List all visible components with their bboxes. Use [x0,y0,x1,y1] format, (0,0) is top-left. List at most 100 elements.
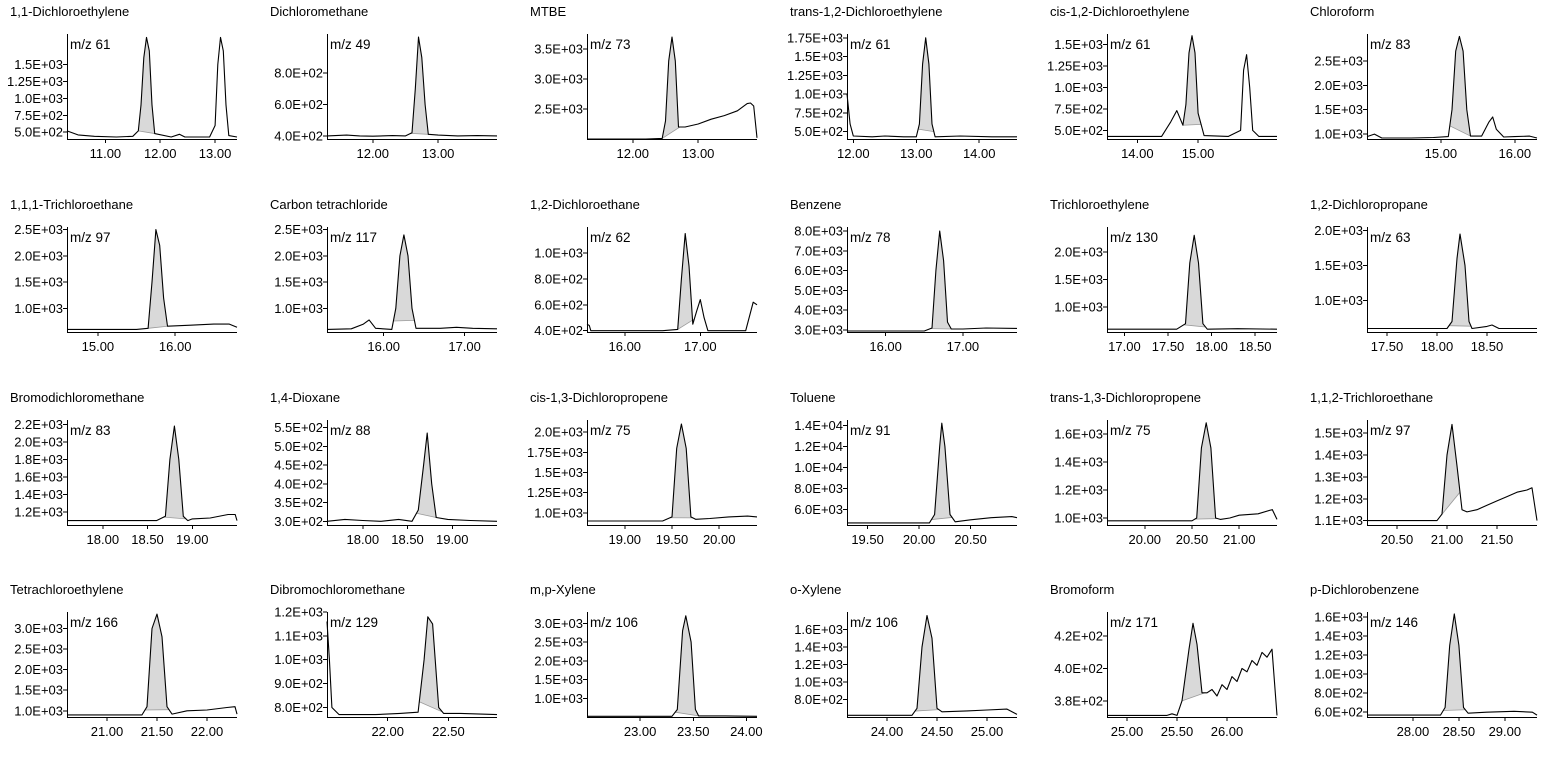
y-tick-label: 8.0E+02 [1314,686,1363,701]
y-tick-label: 1.0E+03 [1054,511,1103,526]
y-tick-label: 1.5E+03 [14,275,63,290]
x-tick-label: 17.50 [1371,339,1404,354]
y-tick-label: 6.0E+02 [1314,705,1363,720]
y-tick-label: 3.8E+02 [1054,693,1103,708]
y-tick-label: 6.0E+02 [534,297,583,312]
chart-title: 1,2-Dichloroethane [530,197,640,212]
y-tick-label: 5.5E+02 [274,420,323,435]
y-tick-label: 1.6E+03 [794,622,843,637]
x-tick-label: 13.00 [900,146,933,161]
y-tick-label: 1.4E+03 [14,487,63,502]
peak-area [1443,614,1465,711]
y-tick-label: 1.0E+03 [1054,80,1103,95]
chart-title: Benzene [790,197,841,212]
y-tick-label: 8.0E+02 [534,271,583,286]
peak-area [138,37,154,133]
y-tick-label: 2.2E+03 [14,417,63,432]
y-tick-label: 2.5E+03 [534,102,583,117]
mz-label: m/z 49 [330,37,371,52]
y-tick-label: 1.5E+03 [1054,272,1103,287]
y-tick-label: 1.2E+03 [794,657,843,672]
y-tick-label: 2.0E+03 [274,248,323,263]
x-tick-label: 19.50 [656,532,689,547]
x-tick-label: 18.50 [1471,339,1504,354]
x-tick-label: 16.00 [1499,146,1532,161]
y-tick-label: 5.0E+02 [794,124,843,139]
y-tick-label: 9.0E+02 [274,676,323,691]
chart-title: 1,4-Dioxane [270,390,340,405]
chart-title: cis-1,2-Dichloroethylene [1050,4,1189,19]
y-tick-label: 1.1E+03 [1314,513,1363,528]
chart-title: Chloroform [1310,4,1374,19]
signal-trace [327,617,497,715]
peak-area [148,230,167,329]
x-tick-label: 18.50 [391,532,424,547]
chart-title: o-Xylene [790,582,841,597]
mz-label: m/z 130 [1110,230,1158,245]
chromatogram-1: Dichloromethane4.0E+026.0E+028.0E+0212.0… [260,0,520,193]
chart-title: trans-1,2-Dichloroethylene [790,4,942,19]
x-tick-label: 17.00 [1108,339,1141,354]
y-tick-label: 1.0E+03 [274,301,323,316]
y-tick-label: 2.0E+03 [534,425,583,440]
y-tick-label: 2.5E+03 [1314,53,1363,68]
y-tick-label: 1.6E+03 [1054,427,1103,442]
y-tick-label: 1.0E+03 [534,245,583,260]
x-tick-label: 29.00 [1489,724,1522,739]
y-tick-label: 1.2E+03 [274,605,323,620]
y-tick-label: 3.0E+03 [534,72,583,87]
chromatogram-6: 1,1,1-Trichloroethane1.0E+031.5E+032.0E+… [0,193,260,386]
chromatogram-3: trans-1,2-Dichloroethylene5.0E+027.5E+02… [780,0,1040,193]
chart-title: 1,2-Dichloropropane [1310,197,1428,212]
y-tick-label: 1.0E+03 [274,652,323,667]
signal-trace [587,616,757,717]
y-tick-label: 6.0E+02 [274,97,323,112]
y-tick-label: 1.6E+03 [14,469,63,484]
chart-title: Dibromochloromethane [270,582,405,597]
x-tick-label: 20.50 [1381,532,1414,547]
y-tick-label: 1.0E+03 [794,87,843,102]
chromatogram-20: m,p-Xylene1.0E+031.5E+032.0E+032.5E+033.… [520,578,780,771]
y-tick-label: 2.0E+03 [14,248,63,263]
y-tick-label: 3.0E+03 [794,323,843,338]
mz-label: m/z 146 [1370,615,1418,630]
y-tick-label: 6.0E+03 [794,263,843,278]
x-tick-label: 23.00 [624,724,657,739]
x-tick-label: 22.00 [191,724,224,739]
y-tick-label: 1.6E+03 [1314,609,1363,624]
y-tick-label: 1.0E+03 [794,675,843,690]
chart-title: Trichloroethylene [1050,197,1149,212]
chart-title: 1,1-Dichloroethylene [10,4,129,19]
chromatogram-11: 1,2-Dichloropropane1.0E+031.5E+032.0E+03… [1300,193,1552,386]
chromatogram-7: Carbon tetrachloride1.0E+031.5E+032.0E+0… [260,193,520,386]
mz-label: m/z 83 [70,423,111,438]
y-tick-label: 2.5E+03 [534,635,583,650]
x-tick-label: 12.00 [616,146,649,161]
x-tick-label: 24.00 [871,724,904,739]
y-tick-label: 2.0E+03 [14,662,63,677]
y-tick-label: 2.5E+03 [14,642,63,657]
x-tick-label: 13.00 [682,146,715,161]
x-tick-label: 16.00 [159,339,192,354]
y-tick-label: 8.0E+02 [794,692,843,707]
x-tick-label: 20.50 [954,532,987,547]
chromatogram-12: Bromodichloromethane1.2E+031.4E+031.6E+0… [0,386,260,579]
y-tick-label: 8.0E+02 [274,66,323,81]
y-tick-label: 6.0E+03 [794,502,843,517]
x-tick-label: 15.00 [1425,146,1458,161]
y-tick-label: 1.4E+03 [1054,455,1103,470]
y-tick-label: 5.0E+02 [14,125,63,140]
x-tick-label: 18.00 [1195,339,1228,354]
y-tick-label: 1.5E+03 [534,465,583,480]
peak-area [1195,423,1218,519]
y-tick-label: 3.5E+02 [274,495,323,510]
chromatogram-15: Toluene6.0E+038.0E+031.0E+041.2E+041.4E+… [780,386,1040,579]
chart-title: 1,1,1-Trichloroethane [10,197,133,212]
y-tick-label: 1.5E+03 [14,57,63,72]
x-tick-label: 12.00 [837,146,870,161]
y-tick-label: 5.0E+03 [794,283,843,298]
x-tick-label: 13.00 [422,146,455,161]
signal-trace [327,433,497,521]
chart-title: Carbon tetrachloride [270,197,388,212]
